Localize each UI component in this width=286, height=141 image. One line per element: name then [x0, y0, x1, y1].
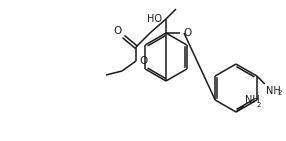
- Text: 2: 2: [278, 90, 282, 96]
- Text: NH: NH: [245, 95, 260, 105]
- Text: O: O: [183, 28, 191, 38]
- Text: O: O: [114, 26, 122, 36]
- Text: NH: NH: [266, 86, 281, 96]
- Text: O: O: [139, 56, 147, 66]
- Text: HO: HO: [147, 14, 162, 24]
- Text: 2: 2: [257, 102, 261, 108]
